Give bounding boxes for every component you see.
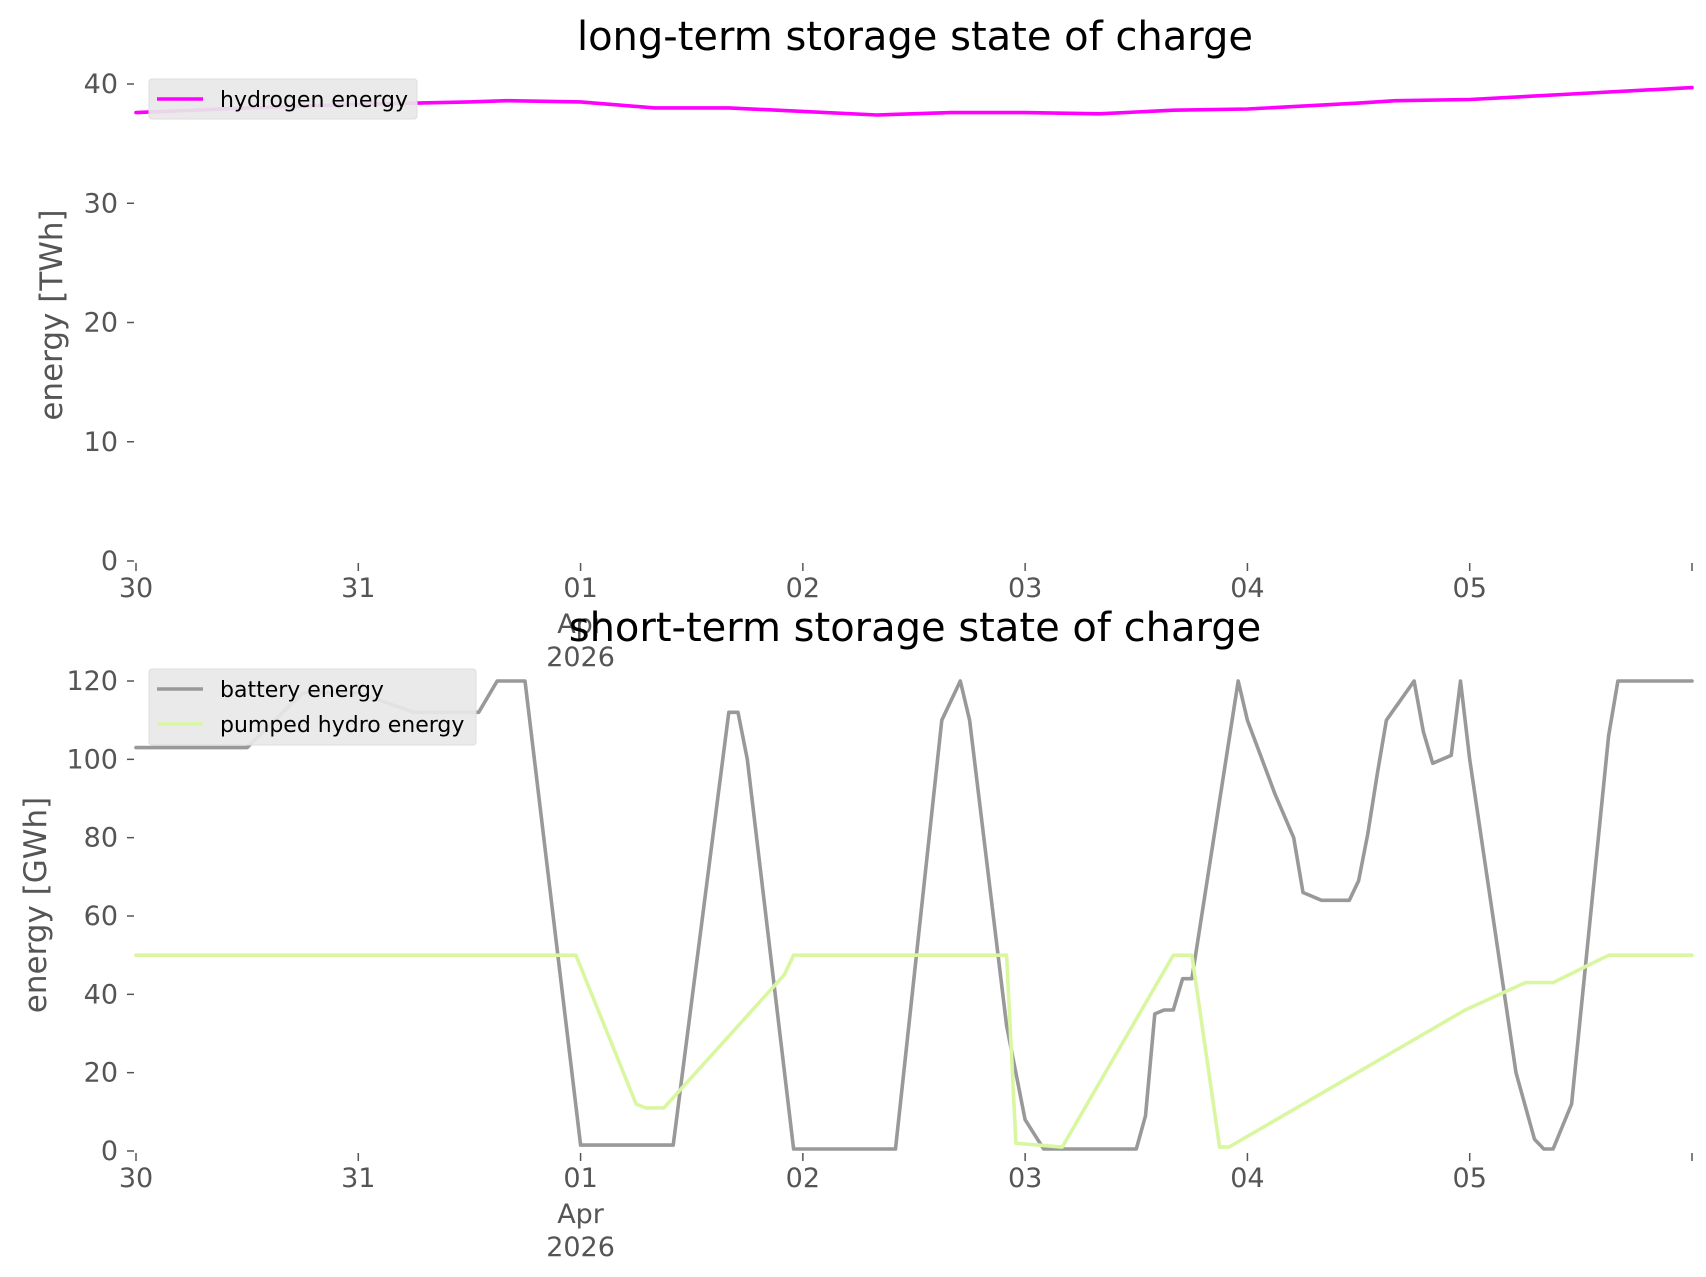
short-term-x-tick-sublabel: 2026 xyxy=(546,1232,615,1263)
long-term-x-tick-label: 04 xyxy=(1230,573,1264,604)
hydrogen-energy-line xyxy=(134,85,1694,117)
short-term-y-axis-label: energy [GWh] xyxy=(18,797,54,1013)
long-term-storage-panel: long-term storage state of charge energy… xyxy=(34,14,1694,673)
short-term-x-tick-label: 05 xyxy=(1453,1163,1487,1194)
short-term-y-tick-label: 80 xyxy=(84,823,118,854)
short-term-x-tick-label: 01 xyxy=(563,1163,597,1194)
pumped-hydro-energy-line xyxy=(134,953,1694,1149)
short-term-chart-title: short-term storage state of charge xyxy=(569,605,1262,651)
long-term-x-tick-label: 02 xyxy=(786,573,820,604)
short-term-x-tick-sublabel: Apr xyxy=(557,1199,605,1230)
long-term-x-tick-label: 03 xyxy=(1008,573,1042,604)
long-term-y-tick-label: 20 xyxy=(84,308,118,339)
battery-energy-legend-label: battery energy xyxy=(220,678,384,703)
short-term-legend: battery energy pumped hydro energy xyxy=(148,668,477,746)
hydrogen-energy-legend-label: hydrogen energy xyxy=(220,88,408,113)
battery-energy-line xyxy=(134,679,1694,1151)
short-term-y-tick-label: 0 xyxy=(101,1136,118,1167)
short-term-y-tick-label: 40 xyxy=(84,979,118,1010)
short-term-x-tick-label: 30 xyxy=(119,1163,153,1194)
long-term-x-tick-sublabel: Apr xyxy=(557,609,605,640)
short-term-series-lines xyxy=(134,679,1694,1151)
short-term-x-tick-label: 03 xyxy=(1008,1163,1042,1194)
long-term-legend-box xyxy=(148,78,418,120)
short-term-y-tick-label: 120 xyxy=(66,666,118,697)
long-term-legend: hydrogen energy xyxy=(148,78,418,120)
long-term-y-axis-label: energy [TWh] xyxy=(34,209,70,420)
short-term-legend-box xyxy=(148,668,477,746)
short-term-x-tick-label: 31 xyxy=(341,1163,375,1194)
long-term-x-tick-label: 30 xyxy=(119,573,153,604)
long-term-y-tick-label: 0 xyxy=(101,546,118,577)
long-term-x-tick-sublabel: 2026 xyxy=(546,642,615,673)
short-term-y-tick-label: 20 xyxy=(84,1058,118,1089)
long-term-series-lines xyxy=(134,85,1694,117)
pumped-hydro-energy-legend-label: pumped hydro energy xyxy=(220,713,464,738)
long-term-y-tick-label: 40 xyxy=(84,69,118,100)
long-term-y-tick-label: 10 xyxy=(84,427,118,458)
long-term-x-tick-label: 05 xyxy=(1453,573,1487,604)
short-term-y-tick-label: 100 xyxy=(66,744,118,775)
long-term-x-tick-label: 01 xyxy=(563,573,597,604)
short-term-y-tick-label: 60 xyxy=(84,901,118,932)
long-term-y-tick-label: 30 xyxy=(84,188,118,219)
long-term-x-tick-label: 31 xyxy=(341,573,375,604)
short-term-x-tick-label: 02 xyxy=(786,1163,820,1194)
short-term-x-tick-label: 04 xyxy=(1230,1163,1264,1194)
long-term-chart-title: long-term storage state of charge xyxy=(577,14,1253,60)
